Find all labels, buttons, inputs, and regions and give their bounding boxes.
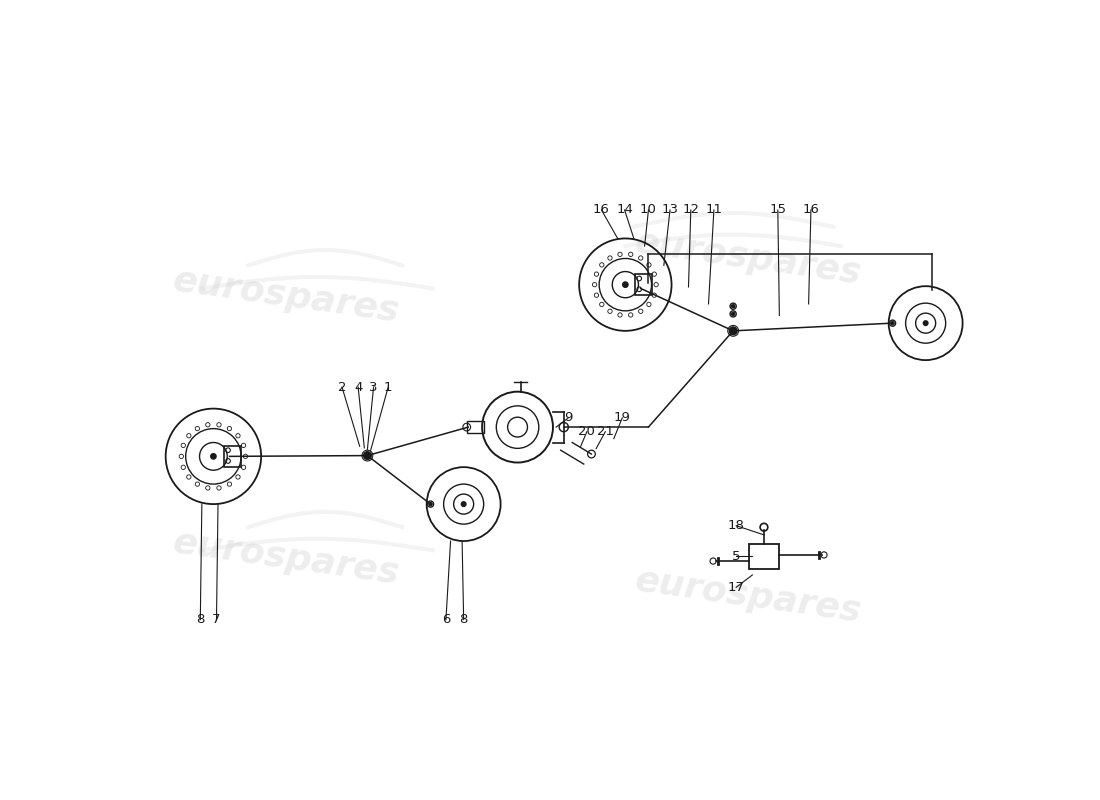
Text: 4: 4 [354,381,362,394]
Circle shape [729,327,737,334]
Circle shape [363,452,372,459]
Text: 13: 13 [661,203,679,217]
Circle shape [891,322,894,325]
Text: 19: 19 [614,411,630,424]
Text: 2: 2 [338,381,346,394]
Text: 6: 6 [442,613,450,626]
Text: eurospares: eurospares [632,225,865,290]
Text: 9: 9 [564,411,573,424]
Text: 5: 5 [732,550,740,563]
Text: 17: 17 [728,581,745,594]
Text: 18: 18 [728,519,745,532]
Circle shape [923,321,928,326]
Text: 20: 20 [579,426,595,438]
Bar [749,544,779,569]
Text: 16: 16 [803,203,820,217]
Text: 15: 15 [769,203,786,217]
Text: 8: 8 [196,613,205,626]
Text: 1: 1 [384,381,393,394]
Bar [466,421,484,434]
Circle shape [732,312,735,315]
Text: eurospares: eurospares [170,263,403,329]
Text: 16: 16 [593,203,609,217]
Text: 8: 8 [460,613,467,626]
Text: 14: 14 [616,203,632,217]
Text: 12: 12 [682,203,700,217]
Circle shape [623,282,628,287]
Circle shape [461,502,466,506]
Bar [224,446,241,467]
Text: 3: 3 [370,381,377,394]
Text: 21: 21 [597,426,614,438]
Text: 10: 10 [640,203,657,217]
Circle shape [429,502,432,506]
Circle shape [732,305,735,308]
Bar [636,274,652,295]
Text: eurospares: eurospares [632,564,865,630]
Text: 11: 11 [705,203,723,217]
Circle shape [211,454,216,459]
Text: eurospares: eurospares [170,526,403,590]
Text: 7: 7 [212,613,221,626]
